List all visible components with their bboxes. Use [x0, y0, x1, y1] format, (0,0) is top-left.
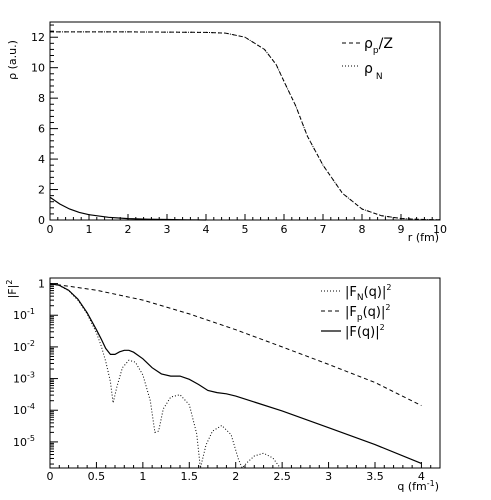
bottom-xtick-label-3: 1.5	[181, 470, 199, 483]
legend-text-f: |F(q)|2	[345, 323, 385, 340]
bottom-ylabel: |F|2	[5, 280, 19, 299]
top-xtick-label-4: 4	[203, 223, 210, 236]
bottom-xtick-label-6: 3	[325, 470, 332, 483]
top-xtick-label-0: 0	[47, 223, 54, 236]
legend-text-rho-p: ρp/Z	[364, 36, 393, 56]
bottom-ytick-label-5: 10-5	[13, 434, 35, 449]
density-series	[49, 31, 441, 221]
density-curve-dashed-1	[50, 31, 441, 221]
top-xtick-label-6: 6	[281, 223, 288, 236]
top-ytick-label-1: 2	[38, 184, 45, 197]
bottom-xtick-label-8: 4	[418, 470, 425, 483]
bottom-ytick-label-0: 1	[38, 278, 45, 291]
bottom-xlabel: q (fm-1)	[397, 479, 439, 493]
bottom-xtick-label-5: 2.5	[273, 470, 291, 483]
top-ytick-label-3: 6	[38, 123, 45, 136]
legend-text-fn: |FN(q)|2	[345, 283, 391, 303]
top-xtick-label-3: 3	[164, 223, 171, 236]
bottom-ytick-label-2: 10-2	[13, 339, 35, 354]
top-ylabel: ρ (a.u.)	[6, 40, 19, 80]
bottom-axis-ticks: 0 0.5 1 1.5 2 2.5 3 3.5 4 1 10-1 10-2 10-3 10-4 10-5	[13, 278, 432, 483]
bottom-xtick-label-4: 2	[232, 470, 239, 483]
legend-text-fp: |Fp(q)|2	[345, 303, 390, 323]
top-ytick-label-4: 8	[38, 92, 45, 105]
top-xtick-label-7: 7	[320, 223, 327, 236]
top-xtick-label-9: 9	[398, 223, 405, 236]
bottom-xtick-label-2: 1	[139, 470, 146, 483]
bottom-xtick-label-0: 0	[47, 470, 54, 483]
top-ytick-label-0: 0	[38, 214, 45, 227]
top-xtick-label-1: 1	[86, 223, 93, 236]
density-curve-dotted-0	[50, 31, 441, 221]
form-factor-curve-dashed-0	[49, 283, 422, 407]
bottom-ytick-label-1: 10-1	[13, 307, 35, 322]
bottom-xtick-label-7: 3.5	[366, 470, 384, 483]
top-ytick-label-5: 10	[31, 62, 45, 75]
form-factor-series	[49, 283, 422, 469]
top-xlabel: r (fm)	[408, 231, 439, 244]
bottom-legend: |FN(q)|2 |Fp(q)|2 |F(q)|2	[321, 283, 391, 340]
form-factor-curve-solid-1	[49, 283, 422, 464]
form-factor-curve-dotted-2	[49, 283, 281, 469]
form-factor-panel: |F|2 0 0.5 1 1.5 2 2.5 3 3.5 4 1 10-1 10-2 10-3 10-4 1…	[5, 277, 441, 493]
bottom-xtick-label-1: 0.5	[88, 470, 106, 483]
top-xtick-label-2: 2	[125, 223, 132, 236]
bottom-ytick-label-4: 10-4	[13, 402, 35, 417]
top-xtick-label-10: 10	[433, 223, 447, 236]
top-ytick-label-6: 12	[31, 31, 45, 44]
bottom-ytick-label-3: 10-3	[13, 371, 35, 386]
top-ytick-label-2: 4	[38, 153, 45, 166]
top-xtick-label-5: 5	[242, 223, 249, 236]
top-xtick-label-8: 8	[359, 223, 366, 236]
